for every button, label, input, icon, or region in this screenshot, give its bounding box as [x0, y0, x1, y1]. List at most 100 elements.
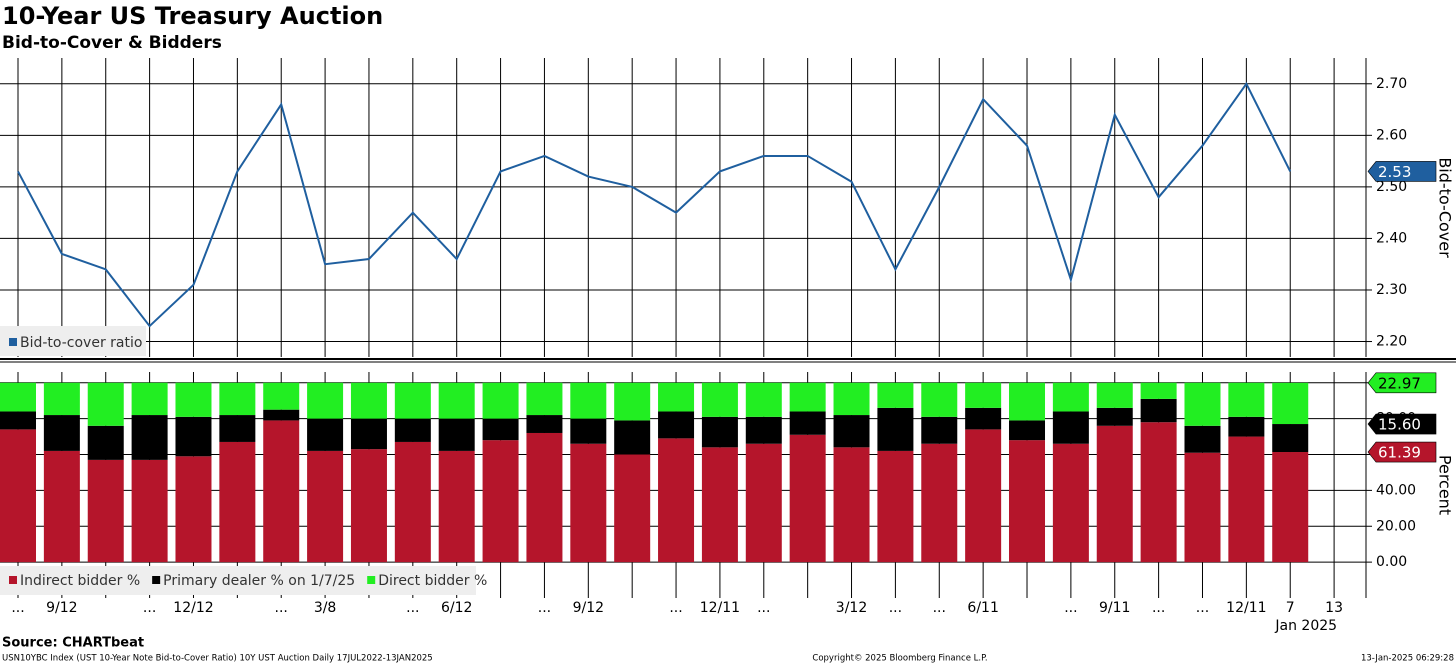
- bar-segment: [1140, 422, 1177, 563]
- bar-segment: [614, 454, 651, 563]
- bar-segment: [614, 382, 651, 421]
- bar-segment: [1272, 452, 1309, 563]
- subtitle: Bid-to-Cover & Bidders: [2, 33, 222, 53]
- y-tick-label: 2.30: [1376, 282, 1407, 298]
- bar-segment: [921, 382, 958, 417]
- x-tick-label: 9/12: [46, 600, 77, 616]
- x-tick-label: ...: [1064, 600, 1077, 616]
- description: USN10YBC Index (UST 10-Year Note Bid-to-…: [2, 654, 433, 664]
- bar-segment: [658, 438, 695, 563]
- bar-segment: [570, 443, 607, 563]
- y-axis-title: Percent: [1436, 455, 1455, 515]
- bar-segment: [438, 382, 475, 419]
- last-value-tag: [1367, 413, 1437, 435]
- x-tick-label: 9/12: [573, 600, 604, 616]
- legend-box: [0, 326, 146, 356]
- x-tick-label: ...: [143, 600, 156, 616]
- bar-segment: [0, 382, 36, 412]
- y-tick-label: 0.00: [1376, 554, 1407, 570]
- bar-segment: [131, 382, 168, 416]
- bar-segment: [482, 418, 519, 441]
- bar-segment: [1184, 382, 1221, 426]
- legend-swatch: [152, 576, 161, 584]
- bar-segment: [965, 407, 1002, 430]
- bar-segment: [701, 447, 738, 563]
- bar-segment: [350, 449, 387, 563]
- bar-segment: [1228, 416, 1265, 437]
- bar-segment: [87, 459, 124, 563]
- bar-segment: [789, 434, 826, 563]
- legend-label: Indirect bidder %: [20, 573, 140, 589]
- last-value-tag: [1367, 372, 1437, 394]
- bar-segment: [1184, 452, 1221, 563]
- bar-segment: [1140, 382, 1177, 399]
- last-value-label: 61.39: [1378, 444, 1421, 462]
- bar-segment: [175, 416, 212, 457]
- bar-segment: [1184, 425, 1221, 453]
- legend-label: Direct bidder %: [378, 573, 487, 589]
- x-tick-label: ...: [889, 600, 902, 616]
- x-tick-label: ...: [1196, 600, 1209, 616]
- bar-segment: [658, 382, 695, 412]
- bar-segment: [1052, 443, 1089, 563]
- bar-segment: [1096, 407, 1133, 426]
- x-tick-label: ...: [757, 600, 770, 616]
- bar-segment: [87, 425, 124, 460]
- bar-segment: [1009, 440, 1046, 563]
- bar-segment: [1228, 436, 1265, 563]
- bar-segment: [965, 429, 1002, 563]
- bar-segment: [614, 420, 651, 455]
- legend-swatch: [367, 576, 376, 584]
- bar-segment: [701, 416, 738, 448]
- bar-segment: [877, 382, 914, 408]
- legend-swatch: [9, 576, 17, 584]
- y-axis-title: Bid-to-Cover: [1436, 157, 1455, 258]
- title: 10-Year US Treasury Auction: [2, 2, 383, 30]
- x-tick-label: ...: [933, 600, 946, 616]
- legend-swatch: [9, 338, 17, 346]
- bar-segment: [1140, 398, 1177, 423]
- bar-segment: [1052, 382, 1089, 412]
- bar-segment: [263, 420, 300, 563]
- bar-segment: [482, 440, 519, 563]
- bar-segment: [263, 382, 300, 410]
- y-tick-label: 2.60: [1376, 127, 1407, 143]
- bar-segment: [789, 411, 826, 435]
- bar-segment: [921, 443, 958, 563]
- bar-segment: [701, 382, 738, 417]
- bar-segment: [570, 382, 607, 419]
- bar-segment: [1096, 425, 1133, 563]
- legend-box: [0, 566, 476, 595]
- source: Source: CHARTbeat: [2, 636, 144, 651]
- x-tick-label: 3/12: [836, 600, 867, 616]
- last-value-tag: [1367, 161, 1437, 182]
- x-tick-label: 6/11: [967, 600, 998, 616]
- bar-segment: [570, 418, 607, 444]
- x-tick-label: ...: [406, 600, 419, 616]
- x-tick-label: 6/12: [441, 600, 472, 616]
- bar-segment: [175, 456, 212, 563]
- copyright: Copyright© 2025 Bloomberg Finance L.P.: [812, 654, 987, 664]
- bar-segment: [0, 429, 36, 563]
- bar-segment: [350, 418, 387, 450]
- bar-segment: [219, 415, 256, 442]
- bar-segment: [263, 409, 300, 421]
- bar-segment: [921, 416, 958, 444]
- bar-segment: [394, 382, 431, 419]
- y-tick-label: 2.50: [1376, 179, 1407, 195]
- bar-segment: [87, 382, 124, 426]
- bar-segment: [175, 382, 212, 417]
- last-value-label: 2.53: [1378, 163, 1411, 181]
- x-tick-label: ...: [275, 600, 288, 616]
- y-tick-label: 20.00: [1376, 518, 1416, 534]
- x-tick-label: ...: [11, 600, 24, 616]
- x-tick-label: ...: [1152, 600, 1165, 616]
- bar-segment: [438, 450, 475, 563]
- bar-segment: [1052, 411, 1089, 444]
- bar-segment: [0, 411, 36, 430]
- x-tick-label: 12/12: [173, 600, 213, 616]
- bar-segment: [526, 432, 563, 563]
- bar-segment: [350, 382, 387, 419]
- x-tick-label: ...: [538, 600, 551, 616]
